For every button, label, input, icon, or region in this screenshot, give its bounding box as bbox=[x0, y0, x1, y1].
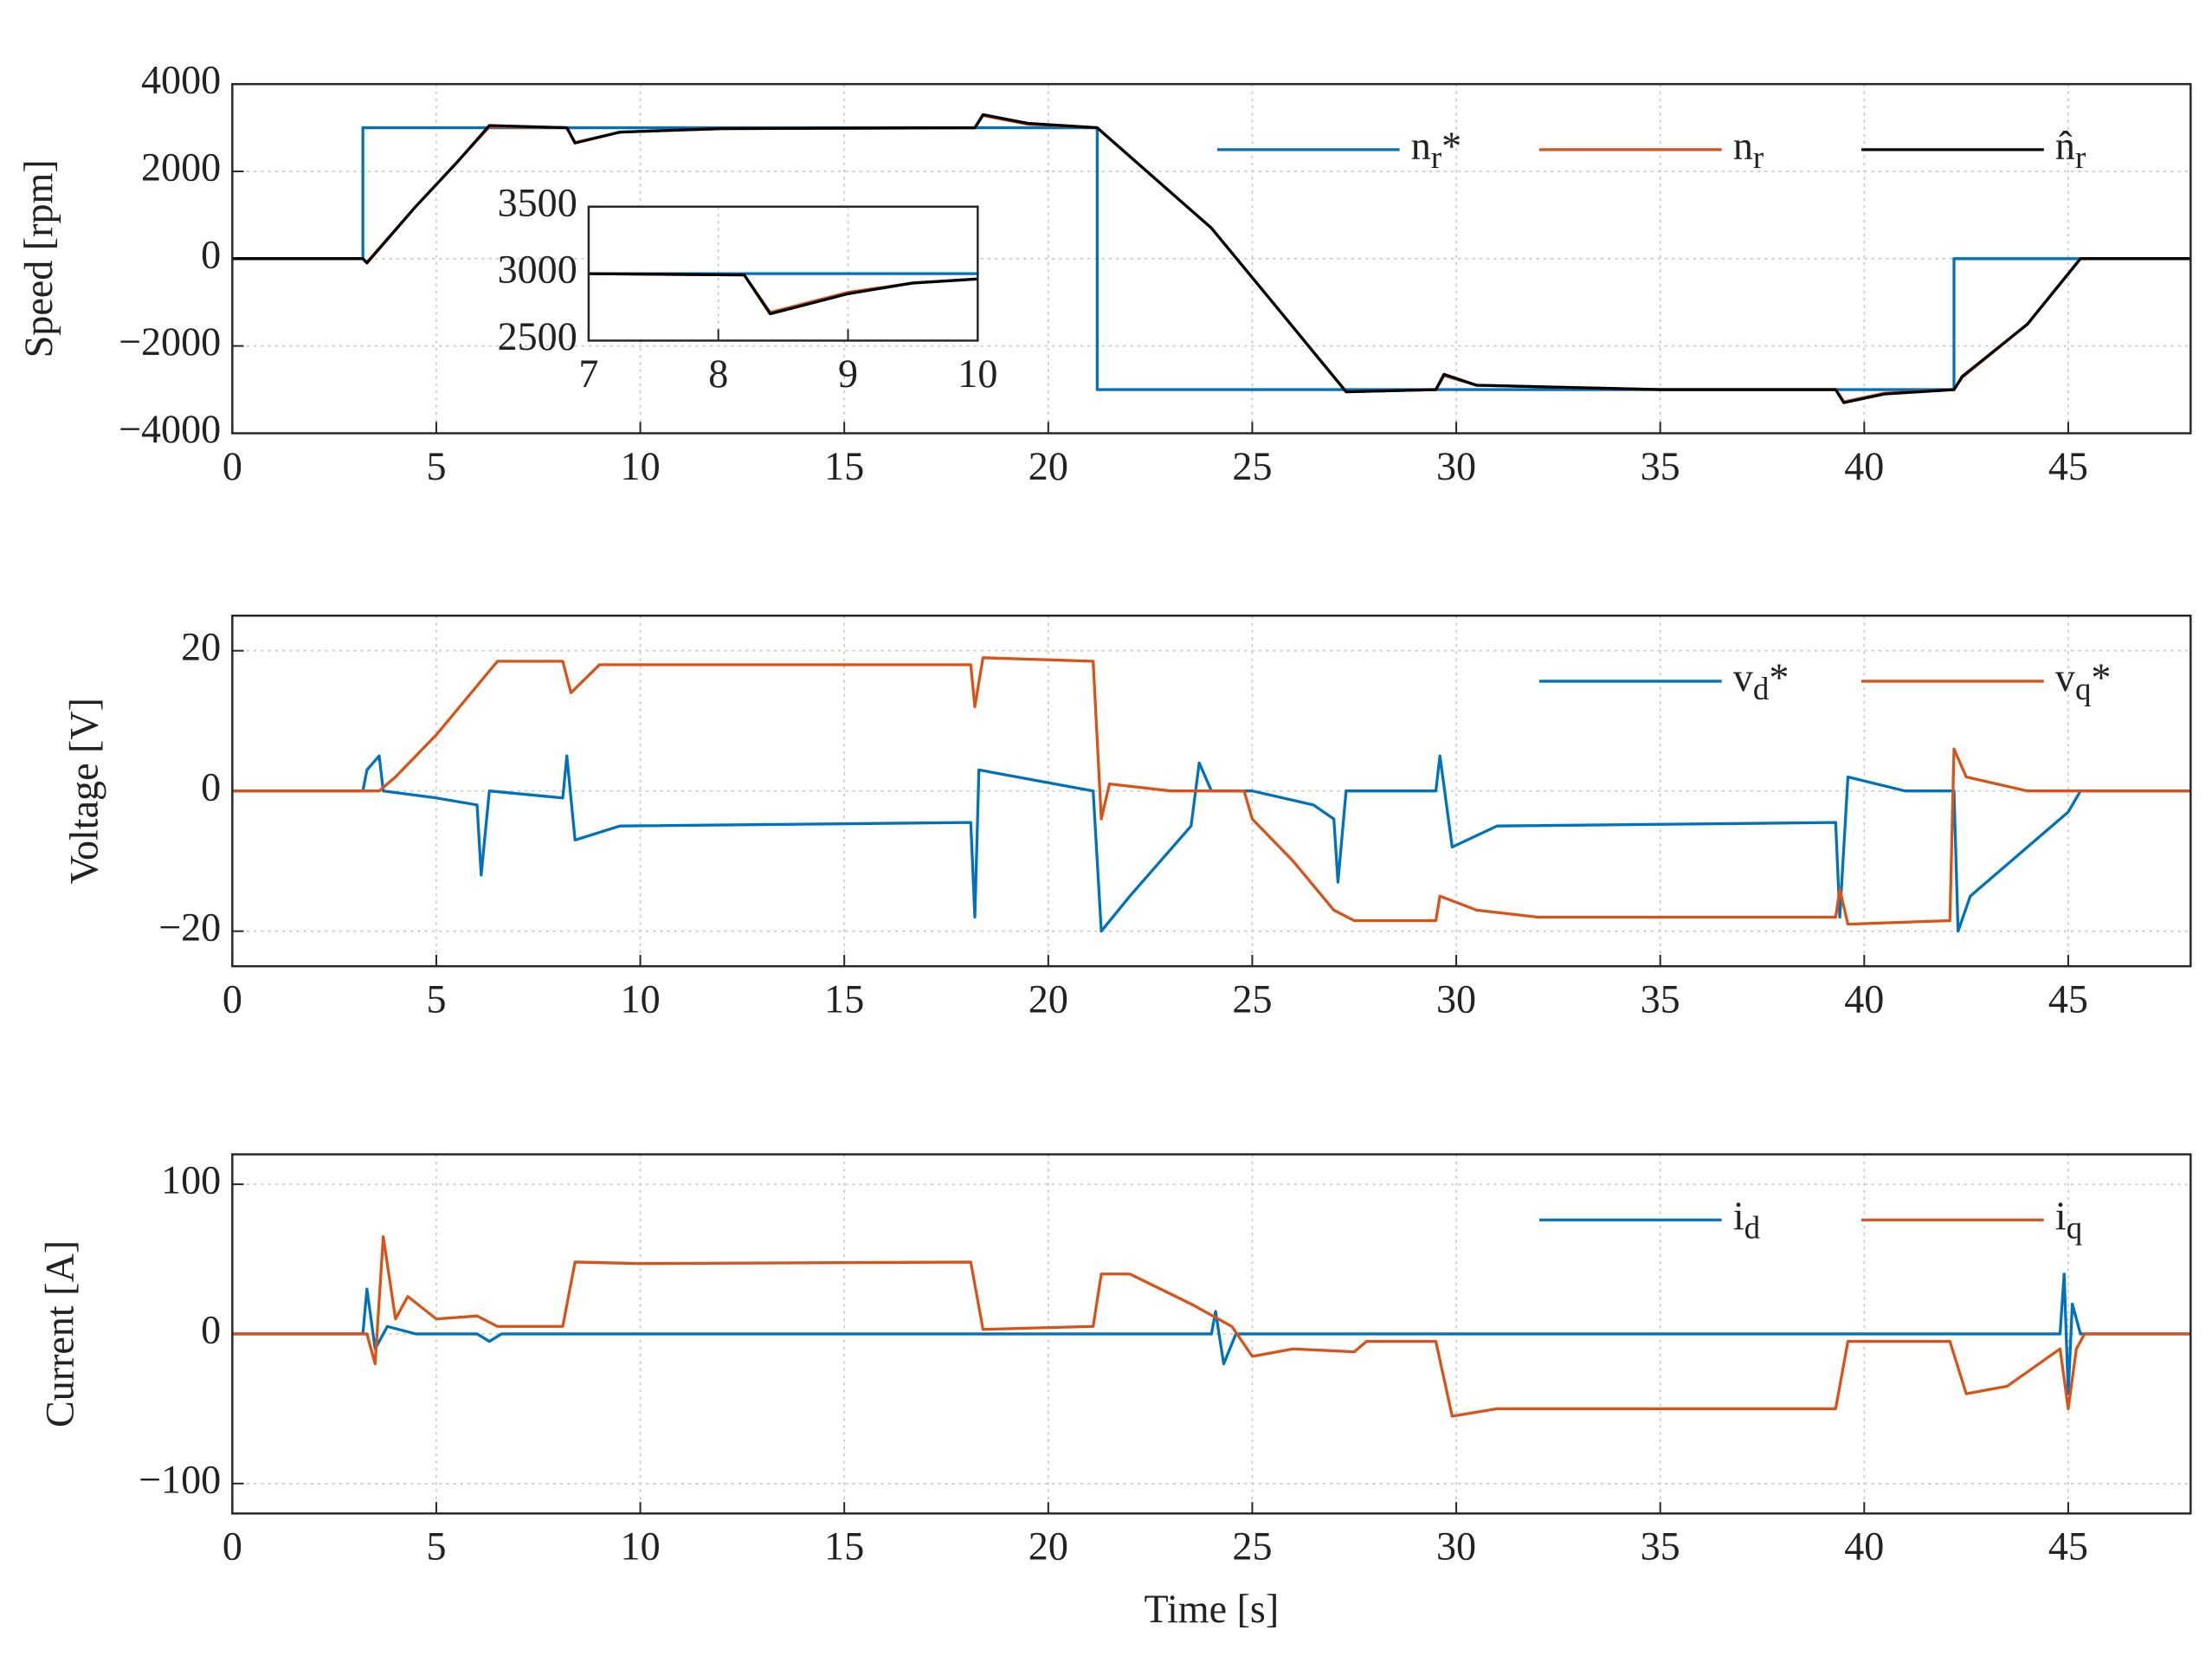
legend-label: vq* bbox=[2055, 655, 2112, 707]
data-line bbox=[232, 1234, 2191, 1418]
x-tick-label: 20 bbox=[1029, 1524, 1068, 1569]
y-tick-label: 0 bbox=[201, 232, 221, 276]
x-tick-label: 25 bbox=[1232, 1524, 1272, 1569]
x-tick-label: 9 bbox=[838, 351, 858, 396]
legend-label: id bbox=[1733, 1194, 1760, 1246]
x-axis-label: Time [s] bbox=[1144, 1587, 1279, 1631]
x-tick-label: 20 bbox=[1029, 977, 1068, 1021]
y-axis-label: Voltage [V] bbox=[62, 698, 106, 884]
y-tick-label: 4000 bbox=[141, 58, 221, 102]
x-tick-label: 10 bbox=[621, 444, 661, 488]
x-tick-label: 15 bbox=[824, 444, 864, 488]
x-tick-label: 25 bbox=[1232, 444, 1272, 488]
x-tick-label: 45 bbox=[2048, 977, 2088, 1021]
data-line bbox=[232, 754, 2191, 933]
x-tick-label: 40 bbox=[1844, 1524, 1884, 1569]
x-tick-label: 30 bbox=[1436, 1524, 1476, 1569]
y-tick-label: 0 bbox=[201, 764, 221, 809]
x-tick-label: 5 bbox=[426, 1524, 446, 1569]
x-tick-label: 7 bbox=[578, 351, 598, 396]
x-tick-label: 40 bbox=[1844, 977, 1884, 1021]
x-tick-label: 45 bbox=[2048, 1524, 2088, 1569]
x-tick-label: 35 bbox=[1641, 977, 1680, 1021]
data-line bbox=[588, 272, 978, 316]
data-line bbox=[232, 113, 2191, 404]
y-tick-label: 0 bbox=[201, 1308, 221, 1352]
x-tick-label: 45 bbox=[2048, 444, 2088, 488]
data-line bbox=[232, 656, 2191, 926]
y-tick-label: −100 bbox=[139, 1457, 221, 1501]
x-tick-label: 40 bbox=[1844, 444, 1884, 488]
axes-frame bbox=[231, 614, 2192, 968]
legend-label: nr* bbox=[1411, 123, 1461, 175]
legend-label: n̂r bbox=[2055, 123, 2086, 175]
x-tick-label: 5 bbox=[426, 444, 446, 488]
y-tick-label: −20 bbox=[158, 905, 221, 949]
x-tick-label: 35 bbox=[1641, 1524, 1680, 1569]
y-tick-label: 3500 bbox=[498, 180, 577, 224]
y-tick-label: −2000 bbox=[119, 319, 221, 364]
axes-frame bbox=[231, 1153, 2192, 1515]
x-tick-label: 10 bbox=[621, 977, 661, 1021]
x-tick-label: 25 bbox=[1232, 977, 1272, 1021]
y-tick-label: 2500 bbox=[498, 314, 577, 358]
x-tick-label: 30 bbox=[1436, 977, 1476, 1021]
y-tick-label: 3000 bbox=[498, 248, 577, 292]
x-tick-label: 15 bbox=[824, 1524, 864, 1569]
x-tick-label: 30 bbox=[1436, 444, 1476, 488]
axes-frame bbox=[587, 205, 979, 342]
x-tick-label: 0 bbox=[222, 977, 242, 1021]
x-tick-label: 0 bbox=[222, 1524, 242, 1569]
x-tick-label: 10 bbox=[621, 1524, 661, 1569]
x-tick-label: 20 bbox=[1029, 444, 1068, 488]
legend-label: nr bbox=[1733, 123, 1764, 175]
y-axis-label: Speed [rpm] bbox=[16, 159, 61, 358]
y-tick-label: 2000 bbox=[141, 145, 221, 190]
x-tick-label: 0 bbox=[222, 444, 242, 488]
x-tick-label: 10 bbox=[958, 351, 997, 396]
x-tick-label: 15 bbox=[824, 977, 864, 1021]
y-axis-label: Current [A] bbox=[38, 1240, 82, 1427]
x-tick-label: 8 bbox=[708, 351, 728, 396]
legend-label: vd* bbox=[1733, 655, 1790, 707]
data-line bbox=[232, 126, 2191, 391]
y-tick-label: 20 bbox=[181, 624, 221, 668]
y-tick-label: 100 bbox=[161, 1158, 221, 1202]
axes-frame bbox=[231, 82, 2192, 435]
x-tick-label: 5 bbox=[426, 977, 446, 1021]
x-tick-label: 35 bbox=[1641, 444, 1680, 488]
legend-label: iq bbox=[2055, 1194, 2082, 1246]
y-tick-label: −4000 bbox=[119, 407, 221, 451]
